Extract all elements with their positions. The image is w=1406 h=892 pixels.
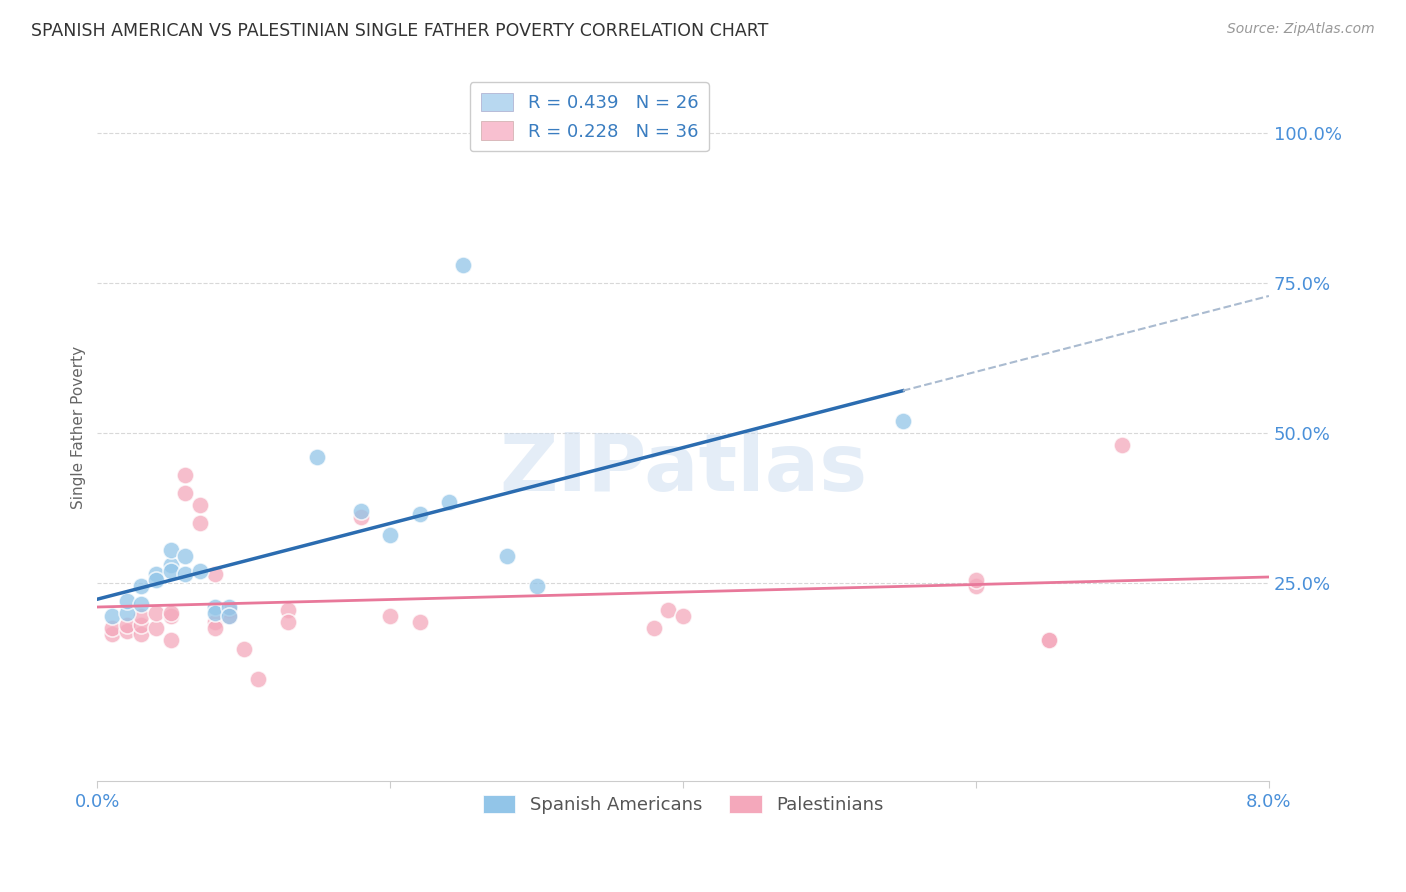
Point [145, 566, 167, 581]
Point [643, 621, 665, 635]
Point [496, 549, 519, 563]
Text: SPANISH AMERICAN VS PALESTINIAN SINGLE FATHER POVERTY CORRELATION CHART: SPANISH AMERICAN VS PALESTINIAN SINGLE F… [31, 22, 768, 40]
Point [657, 603, 679, 617]
Point [218, 603, 240, 617]
Point [115, 594, 138, 608]
Point [526, 579, 548, 593]
Point [232, 642, 254, 657]
Point [204, 621, 226, 635]
Point [159, 558, 181, 572]
Point [101, 621, 124, 635]
Point [437, 495, 460, 509]
Point [672, 609, 695, 624]
Point [159, 606, 181, 620]
Point [218, 609, 240, 624]
Point [350, 504, 373, 518]
Point [159, 543, 181, 558]
Point [891, 414, 914, 428]
Point [408, 615, 430, 629]
Point [188, 516, 211, 530]
Point [129, 627, 152, 641]
Point [1111, 438, 1133, 452]
Point [453, 258, 475, 272]
Point [188, 498, 211, 512]
Point [204, 606, 226, 620]
Point [159, 564, 181, 578]
Point [218, 599, 240, 614]
Point [204, 599, 226, 614]
Point [380, 528, 402, 542]
Point [174, 549, 197, 563]
Point [115, 624, 138, 638]
Point [174, 566, 197, 581]
Point [129, 618, 152, 632]
Point [350, 510, 373, 524]
Legend: Spanish Americans, Palestinians: Spanish Americans, Palestinians [472, 784, 894, 825]
Point [1038, 632, 1060, 647]
Point [145, 621, 167, 635]
Point [129, 579, 152, 593]
Y-axis label: Single Father Poverty: Single Father Poverty [72, 345, 86, 508]
Text: ZIPatlas: ZIPatlas [499, 431, 868, 508]
Point [408, 507, 430, 521]
Point [174, 486, 197, 500]
Point [129, 609, 152, 624]
Point [115, 618, 138, 632]
Point [218, 609, 240, 624]
Point [145, 606, 167, 620]
Point [277, 603, 299, 617]
Point [174, 467, 197, 482]
Point [188, 564, 211, 578]
Point [277, 615, 299, 629]
Point [115, 606, 138, 620]
Point [380, 609, 402, 624]
Point [204, 566, 226, 581]
Point [101, 609, 124, 624]
Point [145, 573, 167, 587]
Point [965, 579, 987, 593]
Point [965, 573, 987, 587]
Point [204, 615, 226, 629]
Point [305, 450, 328, 464]
Point [101, 627, 124, 641]
Point [159, 609, 181, 624]
Point [247, 672, 270, 686]
Point [129, 597, 152, 611]
Point [159, 632, 181, 647]
Point [1038, 632, 1060, 647]
Text: Source: ZipAtlas.com: Source: ZipAtlas.com [1227, 22, 1375, 37]
